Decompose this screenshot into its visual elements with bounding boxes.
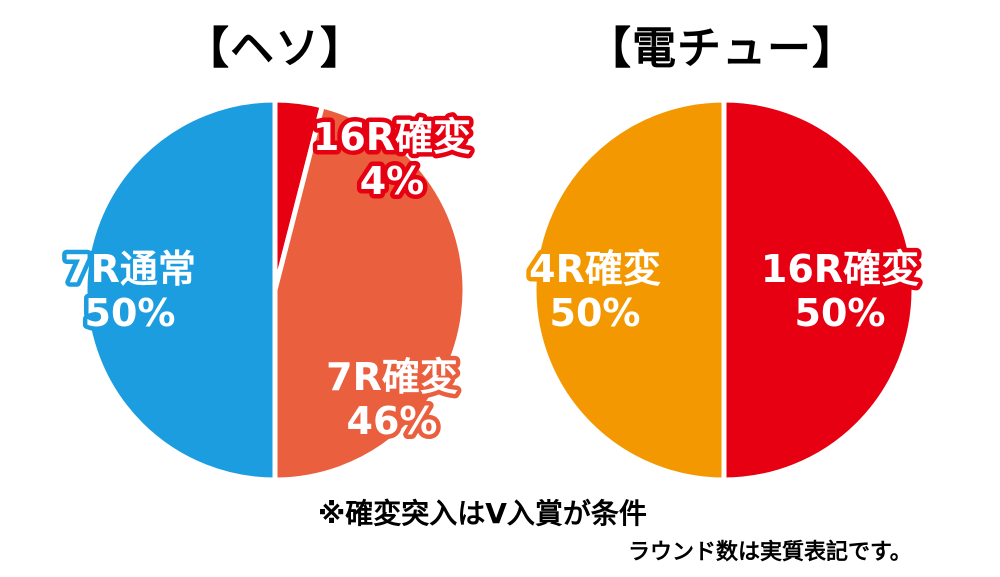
slice-label-name: 7R通常 [64,247,196,291]
slice-label-name: 16R確変 [313,115,471,159]
slice-label-name: 7R確変 [326,355,458,399]
slice-label-name: 4R確変 [529,247,661,291]
note-v-entry-condition: ※確変突入はV入賞が条件 [318,497,647,530]
slice-label-percent: 50% [795,291,886,335]
slice-label-percent: 4% [360,159,425,203]
note-round-count: ラウンド数は実質表記です。 [628,540,912,565]
chart-title-denchu: 【電チュー】 [587,23,857,74]
pie-slice-16r-kakuhen [721,97,917,483]
slice-label-16r-kakuhen: 16R確変 4% [313,115,471,203]
chart-title-heso: 【ヘソ】 [185,23,365,74]
pie-slice-7r-tsujo [82,97,278,483]
slice-label-16r-kakuhen: 16R確変 50% [761,247,919,335]
slice-label-percent: 50% [85,291,176,335]
pie-chart-0: 16R確変 4% 7R確変 46% 7R通常 50% [60,97,476,483]
pie-slice-7r-kakuhen [272,102,468,483]
pie-slice-4r-kakuhen [531,97,727,483]
slice-label-percent: 46% [347,399,438,443]
slice-label-percent: 50% [550,291,641,335]
pie-chart-1: 16R確変 50%4R確変 50% [525,97,924,483]
slice-label-7r-kakuhen: 7R確変 46% [326,355,458,443]
slice-label-name: 16R確変 [761,247,919,291]
slice-label-4r-kakuhen: 4R確変 50% [529,247,661,335]
slice-label-7r-tsujo: 7R通常 50% [64,247,196,335]
